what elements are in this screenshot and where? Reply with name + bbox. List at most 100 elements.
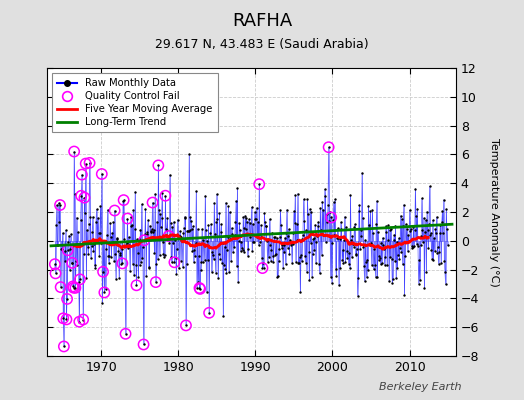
Point (281, 261, 290, 267)
Point (443, 226, 451, 232)
Point (117, 246, 126, 252)
Point (118, 260, 126, 267)
Point (335, 282, 343, 288)
Point (93, 239, 102, 246)
Point (358, 215, 367, 221)
Legend: Raw Monthly Data, Quality Control Fail, Five Year Moving Average, Long-Term Tren: Raw Monthly Data, Quality Control Fail, … (52, 73, 217, 132)
Point (137, 258, 145, 265)
Point (187, 218, 195, 225)
Point (91, 262, 99, 269)
Point (214, 250, 223, 257)
Point (280, 248, 289, 255)
Point (234, 237, 243, 244)
Point (199, 237, 208, 243)
Point (63, 247, 72, 254)
Point (419, 239, 427, 246)
Point (225, 269, 233, 276)
Point (225, 209, 234, 216)
Point (126, 267, 134, 274)
Point (265, 254, 273, 260)
Point (95, 253, 103, 260)
Point (84, 250, 92, 257)
Point (318, 198, 326, 205)
Point (362, 259, 370, 265)
Point (402, 239, 411, 245)
Point (114, 247, 123, 254)
Point (394, 252, 402, 258)
Point (222, 200, 230, 206)
Point (335, 236, 344, 243)
Point (101, 238, 109, 244)
Point (406, 228, 414, 234)
Point (316, 227, 325, 233)
Point (69, 284, 78, 291)
Point (137, 201, 146, 208)
Point (53, 242, 62, 248)
Point (327, 214, 335, 221)
Point (72, 258, 80, 264)
Point (209, 252, 217, 258)
Point (109, 219, 117, 226)
Point (179, 264, 187, 270)
Point (94, 215, 102, 221)
Point (239, 225, 248, 232)
Point (68, 260, 76, 266)
Point (275, 246, 283, 252)
Point (392, 238, 401, 245)
Point (96, 230, 104, 236)
Point (352, 252, 361, 259)
Point (234, 279, 242, 285)
Point (241, 249, 249, 256)
Point (367, 240, 375, 246)
Point (338, 256, 346, 263)
Point (65, 232, 73, 239)
Point (188, 226, 196, 232)
Point (388, 280, 397, 286)
Point (336, 264, 344, 271)
Point (102, 245, 111, 252)
Point (377, 240, 386, 246)
Point (288, 260, 296, 266)
Point (60, 343, 68, 350)
Point (390, 258, 399, 265)
Point (158, 190, 167, 196)
Point (297, 252, 305, 259)
Point (245, 219, 254, 226)
Point (368, 207, 377, 213)
Point (162, 227, 171, 234)
Point (77, 193, 85, 199)
Point (122, 331, 130, 337)
Point (105, 260, 113, 266)
Point (344, 260, 353, 267)
Point (191, 252, 199, 259)
Point (141, 206, 150, 212)
Point (429, 256, 438, 263)
Point (389, 276, 397, 282)
Point (122, 331, 130, 337)
Point (100, 289, 108, 296)
Point (128, 222, 136, 228)
Point (203, 238, 211, 244)
Point (154, 162, 162, 168)
Point (219, 240, 227, 246)
Point (406, 207, 414, 213)
Point (312, 260, 320, 267)
Point (216, 255, 224, 262)
Point (151, 279, 160, 285)
Point (313, 232, 321, 239)
Point (88, 243, 96, 249)
Point (170, 219, 178, 225)
Point (140, 231, 149, 237)
Point (337, 226, 346, 232)
Point (154, 162, 162, 168)
Point (284, 233, 292, 239)
Point (190, 246, 199, 253)
Point (184, 228, 192, 234)
Point (200, 241, 208, 247)
Point (164, 234, 172, 240)
Point (122, 242, 130, 248)
Point (126, 214, 135, 220)
Point (79, 316, 88, 323)
Point (195, 285, 204, 291)
Point (91, 264, 100, 271)
